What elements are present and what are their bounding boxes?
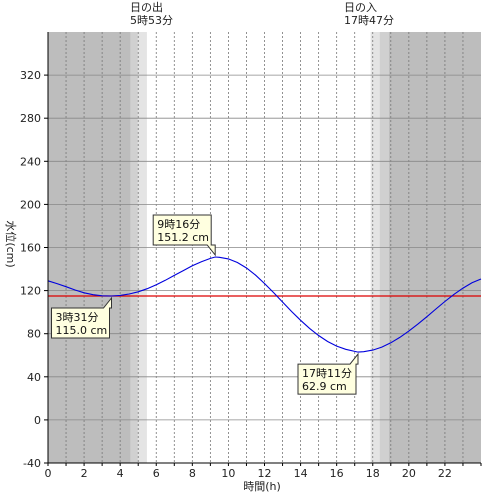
callout-box xyxy=(51,296,112,339)
callout-box xyxy=(297,352,359,395)
y-tick-label: 320 xyxy=(20,69,41,82)
y-tick-label: 280 xyxy=(20,112,41,125)
sunset-time: 17時47分 xyxy=(344,14,394,27)
sunset-title: 日の入 xyxy=(344,1,377,14)
callout-time: 17時11分 xyxy=(302,367,352,380)
callout-level: 62.9 cm xyxy=(302,380,347,393)
x-tick-label: 12 xyxy=(258,467,272,480)
x-tick-label: 0 xyxy=(45,467,52,480)
sun-labels: 日の出 5時53分 日の入 17時47分 xyxy=(130,0,394,27)
x-tick-label: 4 xyxy=(117,467,124,480)
y-tick-label: 240 xyxy=(20,155,41,168)
x-tick-label: 18 xyxy=(366,467,380,480)
x-tick-label: 10 xyxy=(221,467,235,480)
y-tick-label: 160 xyxy=(20,242,41,255)
sunrise-time: 5時53分 xyxy=(130,14,173,27)
callout-box xyxy=(152,214,216,257)
tick-labels: 0 2 4 6 8 10 12 14 16 18 20 22 -40 0 40 80 120 160 200 240 2… xyxy=(20,69,482,480)
callout-time: 3時31分 xyxy=(56,311,99,324)
y-tick-label: 80 xyxy=(27,328,41,341)
x-tick-label: 22 xyxy=(438,467,452,480)
y-tick-label: 40 xyxy=(27,371,41,384)
x-tick-label: 2 xyxy=(81,467,88,480)
grid-lines xyxy=(48,32,481,463)
callout-level: 115.0 cm xyxy=(56,324,108,337)
x-tick-label: 14 xyxy=(294,467,308,480)
x-tick-label: 16 xyxy=(330,467,344,480)
y-tick-label: 200 xyxy=(20,198,41,211)
x-tick-label: 6 xyxy=(153,467,160,480)
callout-time: 9時16分 xyxy=(157,218,200,231)
x-tick-label: 8 xyxy=(189,467,196,480)
y-tick-label: 0 xyxy=(34,414,41,427)
y-tick-label: -40 xyxy=(23,457,41,470)
series-group xyxy=(47,256,482,353)
callout-level: 151.2 cm xyxy=(157,231,209,244)
y-axis-title: 水位(cm) xyxy=(4,220,18,267)
water-level-line xyxy=(47,256,482,353)
sunrise-title: 日の出 xyxy=(130,0,163,14)
y-tick-label: 120 xyxy=(20,285,41,298)
x-axis-title: 時間(h) xyxy=(243,480,281,493)
x-tick-label: 20 xyxy=(402,467,416,480)
